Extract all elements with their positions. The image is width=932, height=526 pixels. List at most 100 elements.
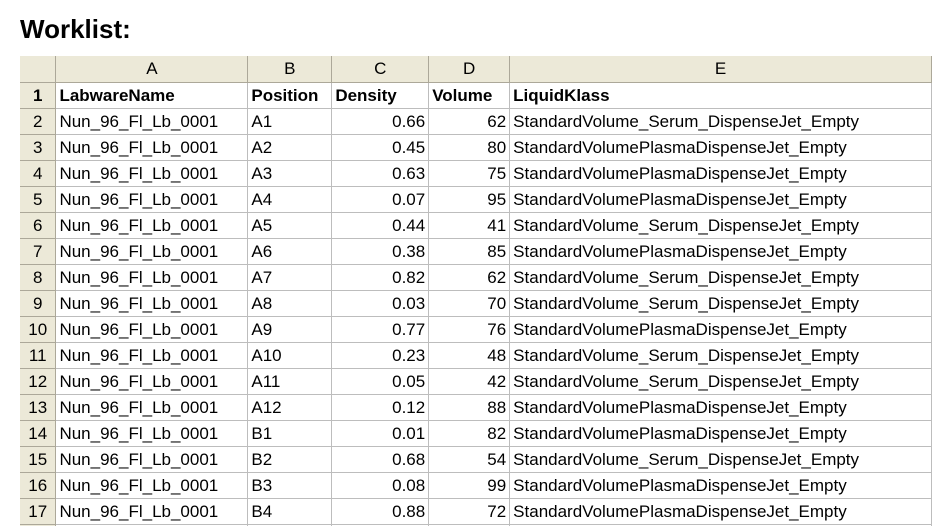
cell-labware-name[interactable]: Nun_96_Fl_Lb_0001 — [55, 446, 249, 473]
cell-position[interactable]: A8 — [247, 290, 333, 317]
cell-position[interactable]: A12 — [247, 394, 333, 421]
cell-position[interactable]: A5 — [247, 212, 333, 239]
cell-volume[interactable]: 62 — [428, 264, 511, 291]
row-number[interactable]: 9 — [20, 290, 57, 317]
header-cell-liquid-klass[interactable]: LiquidKlass — [509, 82, 932, 109]
cell-density[interactable]: 0.77 — [331, 316, 430, 343]
row-number[interactable]: 1 — [20, 82, 57, 109]
cell-position[interactable]: B3 — [247, 472, 333, 499]
cell-position[interactable]: B2 — [247, 446, 333, 473]
column-header-a[interactable]: A — [55, 56, 249, 83]
row-number[interactable]: 12 — [20, 368, 57, 395]
row-number[interactable]: 7 — [20, 238, 57, 265]
row-number[interactable]: 8 — [20, 264, 57, 291]
cell-liquid-klass[interactable]: StandardVolume_Serum_DispenseJet_Empty — [509, 524, 932, 526]
cell-liquid-klass[interactable]: StandardVolume_Serum_DispenseJet_Empty — [509, 368, 932, 395]
cell-labware-name[interactable]: Nun_96_Fl_Lb_0001 — [55, 342, 249, 369]
row-number[interactable]: 17 — [20, 498, 57, 525]
header-cell-position[interactable]: Position — [247, 82, 333, 109]
cell-volume[interactable]: 42 — [428, 368, 511, 395]
row-number[interactable]: 4 — [20, 160, 57, 187]
cell-volume[interactable]: 95 — [428, 186, 511, 213]
cell-density[interactable]: 0.03 — [331, 290, 430, 317]
row-number[interactable]: 16 — [20, 472, 57, 499]
cell-labware-name[interactable]: Nun_96_Fl_Lb_0001 — [55, 264, 249, 291]
cell-liquid-klass[interactable]: StandardVolumePlasmaDispenseJet_Empty — [509, 160, 932, 187]
cell-liquid-klass[interactable]: StandardVolumePlasmaDispenseJet_Empty — [509, 186, 932, 213]
cell-labware-name[interactable]: Nun_96_Fl_Lb_0001 — [55, 316, 249, 343]
cell-density[interactable]: 0.01 — [331, 420, 430, 447]
cell-labware-name[interactable]: Nun_96_Fl_Lb_0001 — [55, 186, 249, 213]
cell-liquid-klass[interactable]: StandardVolume_Serum_DispenseJet_Empty — [509, 342, 932, 369]
cell-position[interactable]: A2 — [247, 134, 333, 161]
header-cell-labware-name[interactable]: LabwareName — [55, 82, 249, 109]
cell-density[interactable]: 0.66 — [331, 108, 430, 135]
cell-labware-name[interactable]: Nun_96_Fl_Lb_0001 — [55, 290, 249, 317]
cell-liquid-klass[interactable]: StandardVolumePlasmaDispenseJet_Empty — [509, 394, 932, 421]
row-number[interactable]: 14 — [20, 420, 57, 447]
select-all-corner[interactable] — [20, 56, 57, 83]
row-number[interactable]: 3 — [20, 134, 57, 161]
cell-labware-name[interactable]: Nun_96_Fl_Lb_0001 — [55, 160, 249, 187]
cell-labware-name[interactable]: Nun_96_Fl_Lb_0001 — [55, 394, 249, 421]
row-number[interactable]: 13 — [20, 394, 57, 421]
cell-position[interactable]: A7 — [247, 264, 333, 291]
cell-position[interactable]: A9 — [247, 316, 333, 343]
cell-density[interactable]: 0.05 — [331, 368, 430, 395]
cell-position[interactable]: A11 — [247, 368, 333, 395]
cell-volume[interactable]: 88 — [428, 394, 511, 421]
column-header-c[interactable]: C — [331, 56, 430, 83]
cell-position[interactable]: A4 — [247, 186, 333, 213]
cell-labware-name[interactable]: Nun_96_Fl_Lb_0001 — [55, 524, 249, 526]
cell-volume[interactable]: 70 — [428, 290, 511, 317]
cell-density[interactable]: 0.45 — [331, 134, 430, 161]
cell-position[interactable]: A1 — [247, 108, 333, 135]
column-header-b[interactable]: B — [247, 56, 333, 83]
cell-density[interactable]: 0.23 — [331, 342, 430, 369]
row-number[interactable]: 5 — [20, 186, 57, 213]
cell-liquid-klass[interactable]: StandardVolume_Serum_DispenseJet_Empty — [509, 290, 932, 317]
cell-labware-name[interactable]: Nun_96_Fl_Lb_0001 — [55, 134, 249, 161]
cell-volume[interactable]: 75 — [428, 160, 511, 187]
cell-liquid-klass[interactable]: StandardVolume_Serum_DispenseJet_Empty — [509, 108, 932, 135]
cell-density[interactable]: 0.99 — [331, 524, 430, 526]
cell-density[interactable]: 0.08 — [331, 472, 430, 499]
cell-liquid-klass[interactable]: StandardVolume_Serum_DispenseJet_Empty — [509, 212, 932, 239]
row-number[interactable]: 15 — [20, 446, 57, 473]
cell-density[interactable]: 0.44 — [331, 212, 430, 239]
cell-labware-name[interactable]: Nun_96_Fl_Lb_0001 — [55, 420, 249, 447]
row-number[interactable]: 2 — [20, 108, 57, 135]
header-cell-density[interactable]: Density — [331, 82, 430, 109]
cell-position[interactable]: A3 — [247, 160, 333, 187]
cell-volume[interactable]: 54 — [428, 446, 511, 473]
row-number[interactable]: 11 — [20, 342, 57, 369]
cell-liquid-klass[interactable]: StandardVolumePlasmaDispenseJet_Empty — [509, 134, 932, 161]
cell-labware-name[interactable]: Nun_96_Fl_Lb_0001 — [55, 368, 249, 395]
cell-liquid-klass[interactable]: StandardVolume_Serum_DispenseJet_Empty — [509, 446, 932, 473]
cell-position[interactable]: B1 — [247, 420, 333, 447]
cell-labware-name[interactable]: Nun_96_Fl_Lb_0001 — [55, 212, 249, 239]
cell-volume[interactable]: 80 — [428, 134, 511, 161]
cell-density[interactable]: 0.68 — [331, 446, 430, 473]
cell-labware-name[interactable]: Nun_96_Fl_Lb_0001 — [55, 472, 249, 499]
cell-density[interactable]: 0.82 — [331, 264, 430, 291]
cell-density[interactable]: 0.07 — [331, 186, 430, 213]
cell-density[interactable]: 0.38 — [331, 238, 430, 265]
row-number[interactable]: 10 — [20, 316, 57, 343]
cell-volume[interactable]: 76 — [428, 316, 511, 343]
cell-liquid-klass[interactable]: StandardVolumePlasmaDispenseJet_Empty — [509, 316, 932, 343]
cell-volume[interactable]: 99 — [428, 472, 511, 499]
cell-density[interactable]: 0.88 — [331, 498, 430, 525]
row-number[interactable]: 6 — [20, 212, 57, 239]
cell-labware-name[interactable]: Nun_96_Fl_Lb_0001 — [55, 498, 249, 525]
header-cell-volume[interactable]: Volume — [428, 82, 511, 109]
cell-position[interactable]: B5 — [247, 524, 333, 526]
cell-volume[interactable]: 65 — [428, 524, 511, 526]
cell-position[interactable]: B4 — [247, 498, 333, 525]
cell-liquid-klass[interactable]: StandardVolumePlasmaDispenseJet_Empty — [509, 472, 932, 499]
cell-density[interactable]: 0.63 — [331, 160, 430, 187]
spreadsheet-grid[interactable]: A B C D E 1 LabwareName Position Density… — [20, 56, 932, 526]
column-header-d[interactable]: D — [428, 56, 511, 83]
cell-labware-name[interactable]: Nun_96_Fl_Lb_0001 — [55, 108, 249, 135]
column-header-e[interactable]: E — [509, 56, 932, 83]
